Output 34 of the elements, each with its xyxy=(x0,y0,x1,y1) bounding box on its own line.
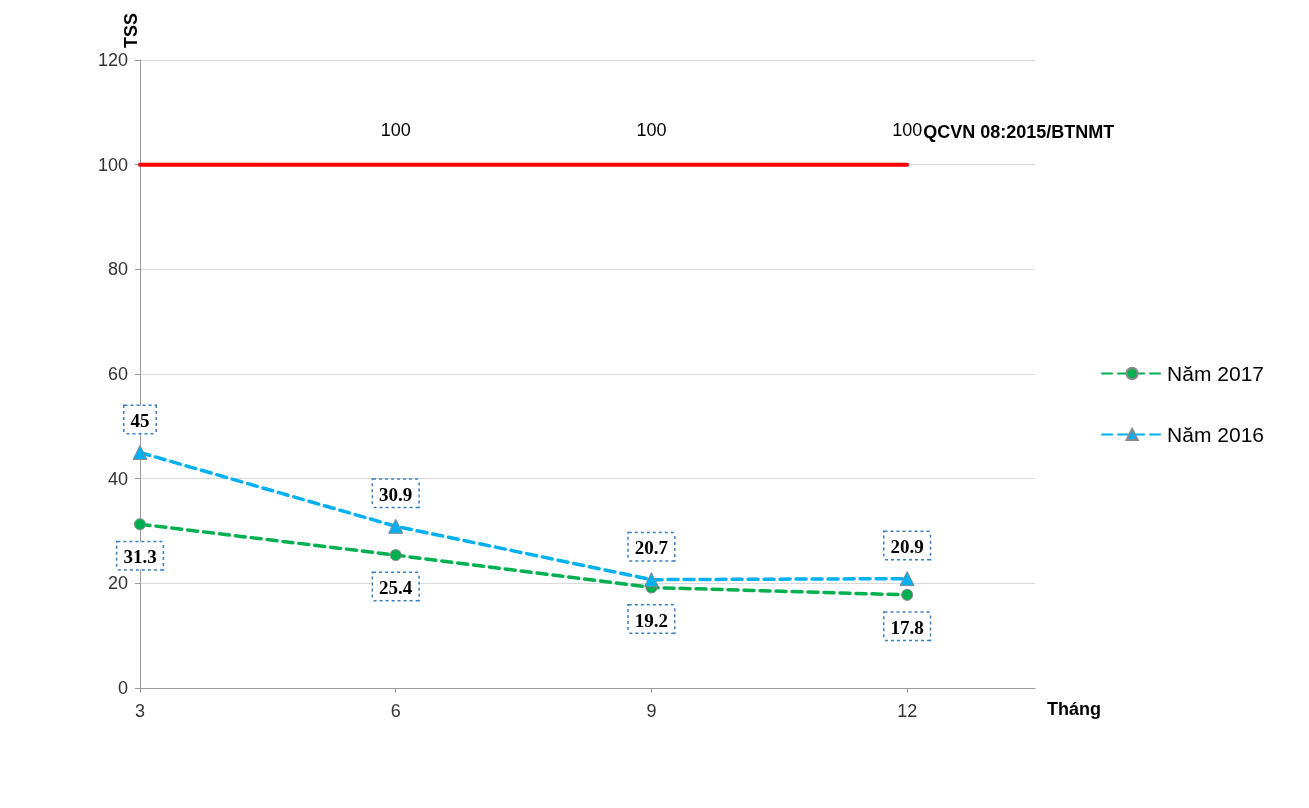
point xyxy=(899,571,915,587)
series-label: QCVN 08:2015/BTNMT xyxy=(923,121,1115,142)
point xyxy=(388,518,404,534)
data-label: 19.2 xyxy=(634,609,669,631)
legend-label: Năm 2017 xyxy=(1167,362,1264,385)
data-label: 20.7 xyxy=(634,537,669,559)
data-label: 25.4 xyxy=(379,577,413,599)
y-tick-label: 0 xyxy=(117,678,128,698)
point xyxy=(901,588,914,601)
y-axis-title: TSS xyxy=(121,13,141,49)
x-tick-label: 9 xyxy=(646,701,657,721)
data-label: 100 xyxy=(636,119,667,140)
data-label: 20.9 xyxy=(890,536,924,558)
x-axis-title: Tháng xyxy=(1047,699,1101,719)
y-tick-label: 40 xyxy=(107,468,128,489)
y-tick-label: 80 xyxy=(107,259,128,280)
y-tick-label: 20 xyxy=(107,573,128,594)
data-label: 31.3 xyxy=(123,546,157,568)
y-tick-label: 120 xyxy=(97,50,128,70)
legend-label: Năm 2016 xyxy=(1167,423,1264,446)
point xyxy=(389,549,402,562)
data-label: 17.8 xyxy=(890,616,924,638)
data-label: 30.9 xyxy=(379,483,413,505)
x-tick-label: 3 xyxy=(134,701,146,721)
x-tick-label: 12 xyxy=(897,701,918,721)
data-label: 100 xyxy=(892,119,923,140)
data-label: 45 xyxy=(130,410,150,431)
y-tick-label: 100 xyxy=(97,154,128,175)
point xyxy=(134,518,146,531)
point xyxy=(643,572,659,588)
data-label: 100 xyxy=(380,119,411,140)
point xyxy=(132,445,148,460)
x-tick-label: 6 xyxy=(390,701,401,721)
y-tick-label: 60 xyxy=(107,364,128,384)
